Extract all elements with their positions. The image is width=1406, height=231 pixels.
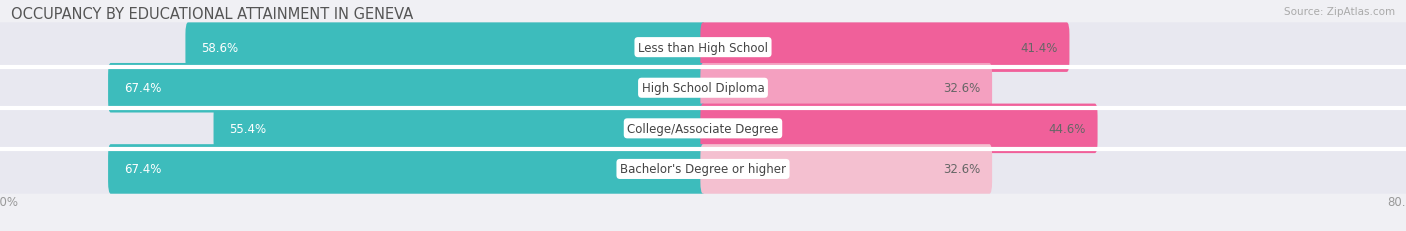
Text: 67.4%: 67.4% [124, 82, 162, 95]
FancyBboxPatch shape [700, 64, 993, 113]
FancyBboxPatch shape [700, 23, 1406, 73]
Text: 32.6%: 32.6% [943, 82, 981, 95]
FancyBboxPatch shape [0, 64, 706, 113]
FancyBboxPatch shape [0, 104, 706, 153]
Text: 44.6%: 44.6% [1049, 122, 1087, 135]
Text: College/Associate Degree: College/Associate Degree [627, 122, 779, 135]
FancyBboxPatch shape [700, 23, 1070, 73]
Text: 58.6%: 58.6% [201, 41, 239, 55]
FancyBboxPatch shape [0, 145, 706, 194]
FancyBboxPatch shape [108, 64, 706, 113]
FancyBboxPatch shape [0, 23, 706, 73]
Text: 32.6%: 32.6% [943, 163, 981, 176]
FancyBboxPatch shape [700, 145, 1406, 194]
Text: 67.4%: 67.4% [124, 163, 162, 176]
FancyBboxPatch shape [700, 104, 1406, 153]
Text: High School Diploma: High School Diploma [641, 82, 765, 95]
FancyBboxPatch shape [108, 145, 706, 194]
Text: OCCUPANCY BY EDUCATIONAL ATTAINMENT IN GENEVA: OCCUPANCY BY EDUCATIONAL ATTAINMENT IN G… [11, 7, 413, 22]
Text: Less than High School: Less than High School [638, 41, 768, 55]
FancyBboxPatch shape [214, 104, 706, 153]
Text: 55.4%: 55.4% [229, 122, 267, 135]
Text: Source: ZipAtlas.com: Source: ZipAtlas.com [1284, 7, 1395, 17]
Text: 41.4%: 41.4% [1021, 41, 1057, 55]
Text: Bachelor's Degree or higher: Bachelor's Degree or higher [620, 163, 786, 176]
FancyBboxPatch shape [700, 145, 993, 194]
FancyBboxPatch shape [700, 104, 1098, 153]
FancyBboxPatch shape [186, 23, 706, 73]
FancyBboxPatch shape [700, 64, 1406, 113]
